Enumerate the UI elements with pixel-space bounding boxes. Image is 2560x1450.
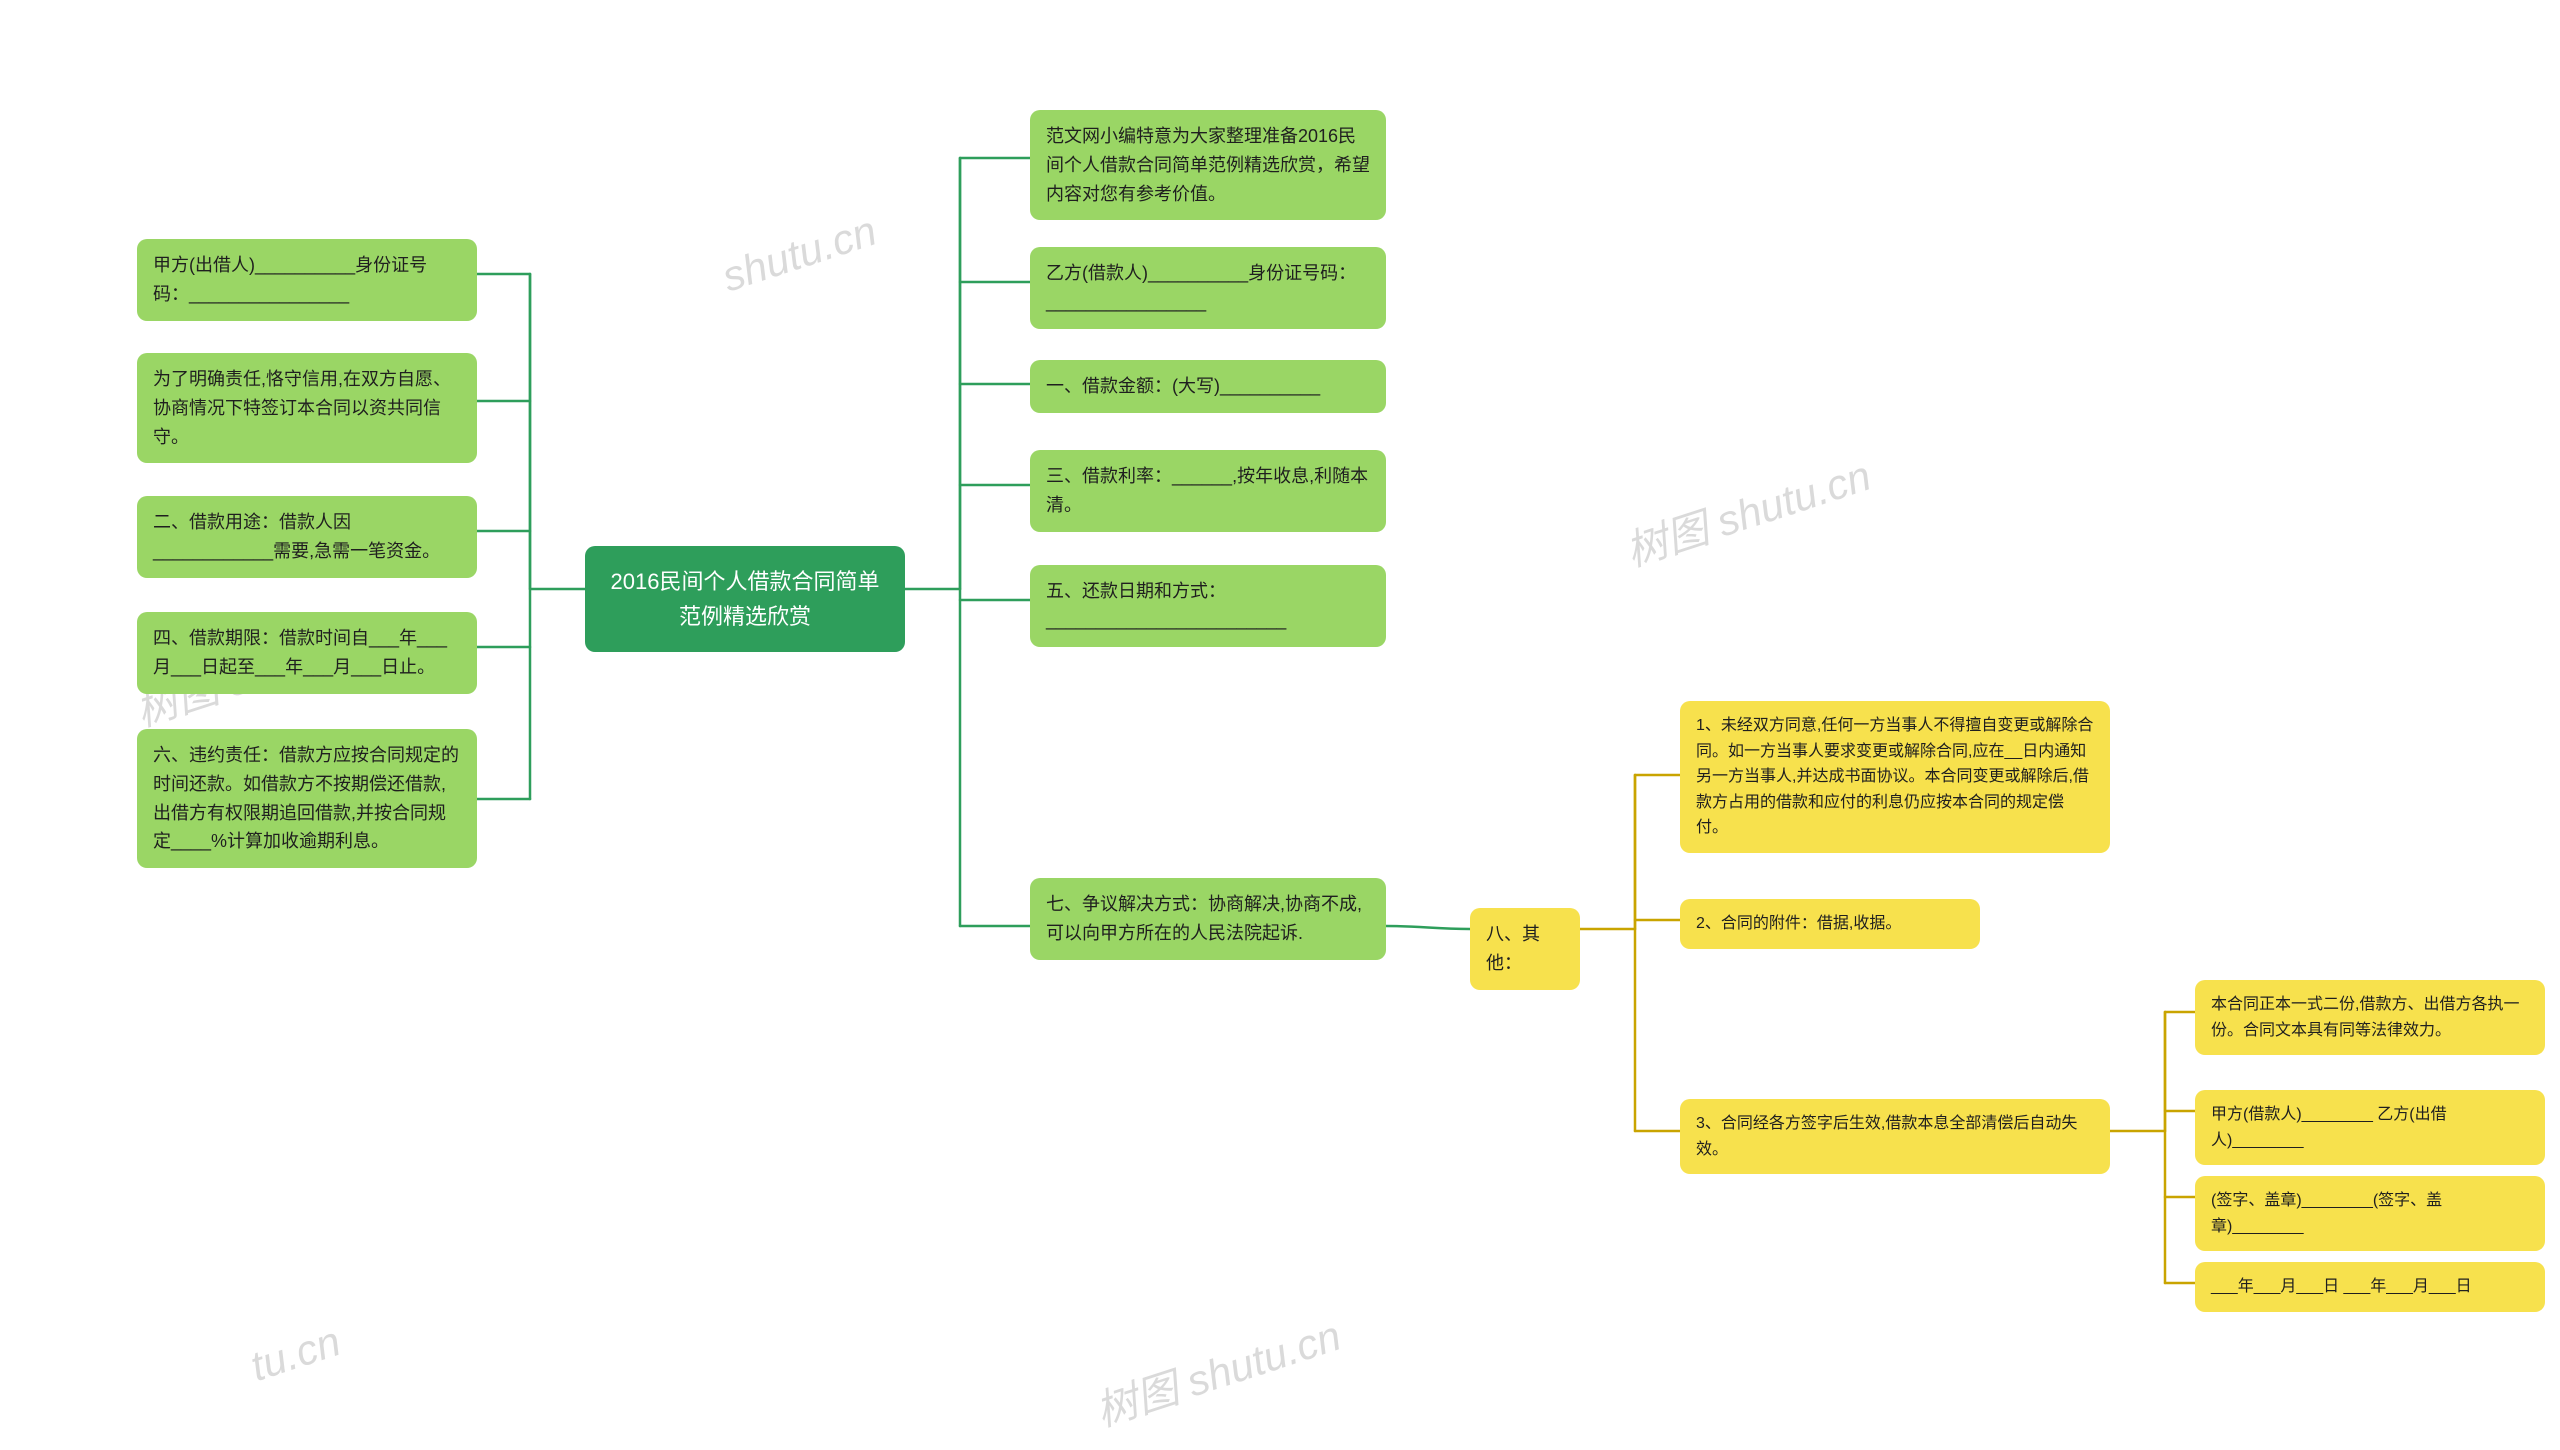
left-node-1[interactable]: 为了明确责任,恪守信用,在双方自愿、协商情况下特签订本合同以资共同信守。 xyxy=(137,353,477,463)
left-node-3[interactable]: 四、借款期限：借款时间自___年___月___日起至___年___月___日止。 xyxy=(137,612,477,694)
three-child-1[interactable]: 甲方(借款人)________ 乙方(出借人)________ xyxy=(2195,1090,2545,1165)
node-eight[interactable]: 八、其他： xyxy=(1470,908,1580,990)
left-node-text-3: 四、借款期限：借款时间自___年___月___日起至___年___月___日止。 xyxy=(153,628,447,677)
right-node-text-1: 乙方(借款人)__________身份证号码：________________ xyxy=(1046,263,1356,312)
right-node-text-0: 范文网小编特意为大家整理准备2016民间个人借款合同简单范例精选欣赏，希望内容对… xyxy=(1046,126,1370,204)
eight-child-2[interactable]: 3、合同经各方签字后生效,借款本息全部清偿后自动失效。 xyxy=(1680,1099,2110,1174)
left-node-text-0: 甲方(出借人)__________身份证号码：________________ xyxy=(153,255,427,304)
left-node-2[interactable]: 二、借款用途：借款人因____________需要,急需一笔资金。 xyxy=(137,496,477,578)
left-node-0[interactable]: 甲方(出借人)__________身份证号码：________________ xyxy=(137,239,477,321)
three-child-3[interactable]: ___年___月___日 ___年___月___日 xyxy=(2195,1262,2545,1312)
three-child-text-3: ___年___月___日 ___年___月___日 xyxy=(2211,1278,2472,1295)
right-node-4[interactable]: 五、还款日期和方式：________________________ xyxy=(1030,565,1386,647)
node-eight-text: 八、其他： xyxy=(1486,924,1540,973)
right-node-2[interactable]: 一、借款金额：(大写)__________ xyxy=(1030,360,1386,413)
right-node-text-2: 一、借款金额：(大写)__________ xyxy=(1046,376,1320,396)
right-node-1[interactable]: 乙方(借款人)__________身份证号码：________________ xyxy=(1030,247,1386,329)
right-node-3[interactable]: 三、借款利率：______,按年收息,利随本清。 xyxy=(1030,450,1386,532)
three-child-text-2: (签字、盖章)________(签字、盖章)________ xyxy=(2211,1192,2442,1235)
left-node-text-2: 二、借款用途：借款人因____________需要,急需一笔资金。 xyxy=(153,512,440,561)
eight-child-1[interactable]: 2、合同的附件：借据,收据。 xyxy=(1680,899,1980,949)
three-child-0[interactable]: 本合同正本一式二份,借款方、出借方各执一份。合同文本具有同等法律效力。 xyxy=(2195,980,2545,1055)
eight-child-text-0: 1、未经双方同意,任何一方当事人不得擅自变更或解除合同。如一方当事人要求变更或解… xyxy=(1696,717,2093,836)
eight-child-text-2: 3、合同经各方签字后生效,借款本息全部清偿后自动失效。 xyxy=(1696,1115,2077,1158)
right-node-text-4: 五、还款日期和方式：________________________ xyxy=(1046,581,1286,630)
left-node-4[interactable]: 六、违约责任：借款方应按合同规定的时间还款。如借款方不按期偿还借款,出借方有权限… xyxy=(137,729,477,868)
three-child-text-1: 甲方(借款人)________ 乙方(出借人)________ xyxy=(2211,1106,2447,1149)
eight-child-0[interactable]: 1、未经双方同意,任何一方当事人不得擅自变更或解除合同。如一方当事人要求变更或解… xyxy=(1680,701,2110,853)
left-node-text-1: 为了明确责任,恪守信用,在双方自愿、协商情况下特签订本合同以资共同信守。 xyxy=(153,369,451,447)
left-node-text-4: 六、违约责任：借款方应按合同规定的时间还款。如借款方不按期偿还借款,出借方有权限… xyxy=(153,745,459,851)
mindmap-center-node[interactable]: 2016民间个人借款合同简单范例精选欣赏 xyxy=(585,546,905,652)
right-node-text-3: 三、借款利率：______,按年收息,利随本清。 xyxy=(1046,466,1368,515)
right-node-text-5: 七、争议解决方式：协商解决,协商不成,可以向甲方所在的人民法院起诉. xyxy=(1046,894,1362,943)
three-child-2[interactable]: (签字、盖章)________(签字、盖章)________ xyxy=(2195,1176,2545,1251)
three-child-text-0: 本合同正本一式二份,借款方、出借方各执一份。合同文本具有同等法律效力。 xyxy=(2211,996,2519,1039)
right-node-0[interactable]: 范文网小编特意为大家整理准备2016民间个人借款合同简单范例精选欣赏，希望内容对… xyxy=(1030,110,1386,220)
right-node-5[interactable]: 七、争议解决方式：协商解决,协商不成,可以向甲方所在的人民法院起诉. xyxy=(1030,878,1386,960)
eight-child-text-1: 2、合同的附件：借据,收据。 xyxy=(1696,915,1901,932)
center-text: 2016民间个人借款合同简单范例精选欣赏 xyxy=(611,569,880,629)
